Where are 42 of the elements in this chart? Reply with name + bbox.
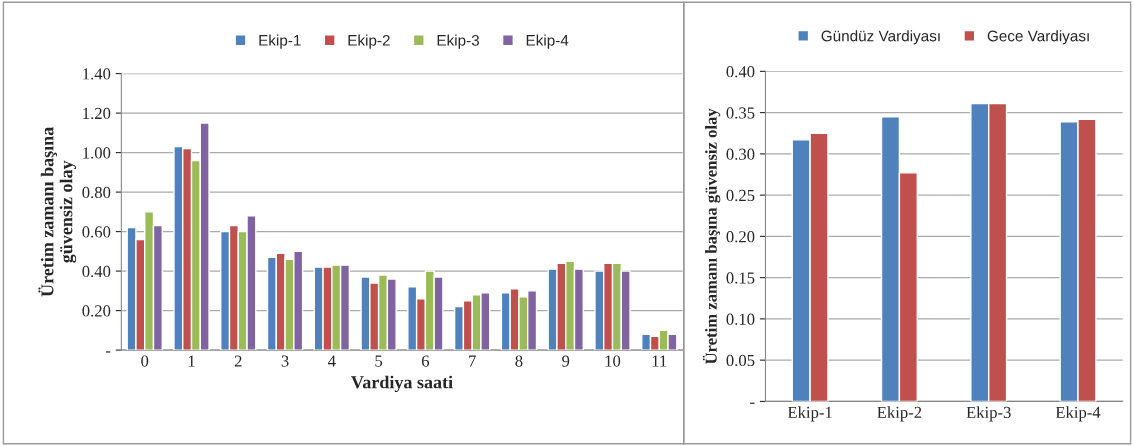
y-tick-label: 0.35 <box>726 107 755 119</box>
x-tick-label: 7 <box>469 355 476 367</box>
y-tick-label: - <box>105 351 111 353</box>
y-tick-label: 0.40 <box>726 66 755 78</box>
x-tick-label: 0 <box>141 355 149 367</box>
x-tick-label: 10 <box>605 355 621 367</box>
x-tick-label: 1 <box>188 355 195 367</box>
y-tick-label: 0.25 <box>726 189 755 202</box>
x-tick-label: Ekip-2 <box>877 406 922 422</box>
y-tick-label: 0.20 <box>82 305 111 317</box>
x-tick-label: Ekip-4 <box>1055 406 1101 422</box>
x-tick-label: 5 <box>375 355 383 367</box>
x-tick-label: 4 <box>328 355 336 367</box>
legend-label: Ekip-1 <box>259 34 301 49</box>
x-tick-label: 2 <box>234 355 242 367</box>
x-axis-title: Vardiya saati <box>351 375 453 393</box>
x-tick-label: 3 <box>281 355 289 367</box>
y-tick-label: 0.40 <box>82 265 111 278</box>
y-tick-label: 1.20 <box>83 107 111 120</box>
y-tick-label: 0.05 <box>726 354 755 367</box>
y-axis-title: Üretim zamanı başına güvensiz olay <box>38 127 77 297</box>
y-axis-title: Üretim zamanı başına güvensiz olay <box>702 108 721 365</box>
x-tick-label: 9 <box>562 355 570 367</box>
legend-label: Ekip-2 <box>348 34 390 49</box>
legend-label: Ekip-4 <box>526 34 569 49</box>
y-tick-label: - <box>750 402 755 404</box>
x-tick-label: Ekip-3 <box>966 406 1011 422</box>
x-tick-label: 8 <box>515 355 523 367</box>
y-tick-label: 0.60 <box>82 226 111 238</box>
x-tick-label: Ekip-1 <box>787 406 832 422</box>
legend-label: Gündüz Vardiyası <box>821 30 940 45</box>
y-tick-label: 0.10 <box>726 313 755 325</box>
y-tick-label: 1.40 <box>83 68 111 80</box>
y-tick-label: 0.30 <box>726 148 755 160</box>
y-tick-label: 0.15 <box>726 272 755 284</box>
y-tick-label: 1.00 <box>83 147 111 159</box>
legend-label: Gece Vardiyası <box>987 30 1089 45</box>
x-tick-label: 11 <box>652 355 667 367</box>
y-tick-label: 0.20 <box>726 231 755 243</box>
legend-label: Ekip-3 <box>437 34 480 49</box>
x-tick-label: 6 <box>421 355 430 367</box>
y-tick-label: 0.80 <box>82 186 111 199</box>
